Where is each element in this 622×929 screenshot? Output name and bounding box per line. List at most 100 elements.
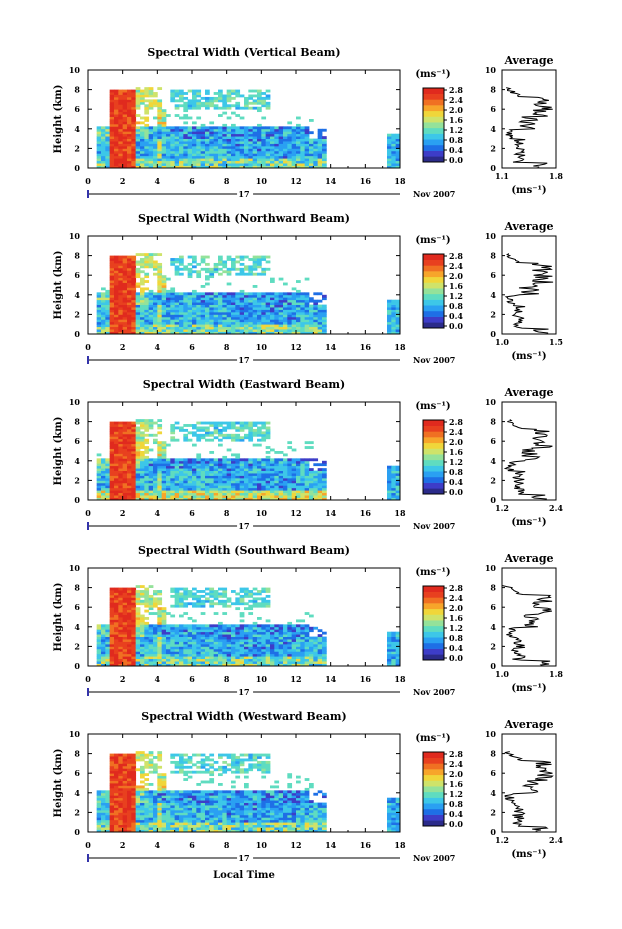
heatmap-cell <box>304 311 310 315</box>
heatmap-cell <box>395 311 401 315</box>
heatmap-cell <box>161 326 167 330</box>
heatmap-cell <box>174 641 180 645</box>
heatmap-cell <box>291 482 297 486</box>
heatmap-cell <box>140 477 145 481</box>
heatmap-cell <box>122 104 128 108</box>
heatmap-cell <box>109 153 115 157</box>
heatmap-cell <box>274 297 280 301</box>
heatmap-cell <box>222 485 228 489</box>
heatmap-cell <box>244 492 249 496</box>
heatmap-cell <box>200 634 206 637</box>
heatmap-cell <box>261 143 267 147</box>
heatmap-cell <box>235 651 241 655</box>
heatmap-cell <box>317 158 323 162</box>
heatmap-cell <box>287 153 293 157</box>
heatmap-cell <box>196 636 202 640</box>
heatmap-cell <box>131 619 137 623</box>
heatmap-cell <box>261 463 267 467</box>
heatmap-cell <box>131 487 137 491</box>
heatmap-cell <box>248 304 254 308</box>
heatmap-cell <box>278 458 284 462</box>
heatmap-cell <box>118 304 124 308</box>
heatmap-cell <box>261 433 267 437</box>
heatmap-cell <box>153 495 158 498</box>
y-tick-label: 0 <box>74 495 80 505</box>
heatmap-cell <box>127 262 132 266</box>
heatmap-cell <box>283 302 288 305</box>
heatmap-cell <box>261 651 267 655</box>
heatmap-cell <box>135 428 141 432</box>
heatmap-cell <box>313 165 319 169</box>
heatmap-cell <box>278 460 284 464</box>
heatmap-cell <box>218 460 223 464</box>
heatmap-cell <box>101 326 106 330</box>
heatmap-cell <box>209 326 215 330</box>
heatmap-cell <box>252 475 258 479</box>
heatmap-cell <box>213 626 219 630</box>
heatmap-cell <box>179 594 184 598</box>
heatmap-cell <box>265 160 271 164</box>
heatmap-cell <box>166 114 171 117</box>
heatmap-cell <box>257 272 262 276</box>
heatmap-cell <box>140 321 145 325</box>
heatmap-cell <box>309 326 314 330</box>
heatmap-cell <box>287 316 293 320</box>
heatmap-cell <box>114 646 119 650</box>
heatmap-cell <box>248 463 254 467</box>
heatmap-cell <box>387 307 392 310</box>
heatmap-cell <box>235 133 241 137</box>
heatmap-cell <box>101 287 106 291</box>
heatmap-cell <box>192 163 197 166</box>
heatmap-cell <box>96 661 102 664</box>
heatmap-cell <box>218 316 223 320</box>
heatmap-cell <box>205 267 210 271</box>
heatmap-cell <box>226 282 232 286</box>
heatmap-cell <box>109 614 115 618</box>
heatmap-cell <box>192 490 197 494</box>
heatmap-cell <box>109 643 115 647</box>
heatmap-cell <box>257 294 262 298</box>
heatmap-cell <box>257 158 262 162</box>
heatmap-cell <box>127 311 132 315</box>
heatmap-cell <box>187 141 193 144</box>
heatmap-cell <box>109 114 115 117</box>
heatmap-cell <box>239 145 245 149</box>
x-tick-label: 6 <box>189 176 195 186</box>
heatmap-cell <box>187 482 193 486</box>
heatmap-cell <box>196 331 202 335</box>
heatmap-cell <box>174 136 180 139</box>
heatmap-cell <box>226 663 232 667</box>
heatmap-cell <box>148 150 154 154</box>
heatmap-cell <box>222 480 228 484</box>
heatmap-cell <box>114 289 119 293</box>
heatmap-cell <box>322 294 327 298</box>
heatmap-cell <box>196 165 202 169</box>
heatmap-cell <box>131 624 137 628</box>
heatmap-cell <box>200 294 206 298</box>
heatmap-cell <box>252 133 258 137</box>
heatmap-cell <box>231 89 236 93</box>
average-title: Average <box>503 220 553 233</box>
heatmap-cell <box>101 624 106 628</box>
heatmap-cell <box>309 477 314 481</box>
heatmap-cell <box>213 126 219 130</box>
heatmap-cell <box>157 424 163 427</box>
heatmap-cell <box>296 160 301 164</box>
heatmap-cell <box>278 477 284 481</box>
heatmap-cell <box>244 653 249 657</box>
heatmap-cell <box>170 465 176 469</box>
heatmap-cell <box>274 485 280 489</box>
heatmap-cell <box>148 160 154 164</box>
heatmap-cell <box>300 126 306 130</box>
heatmap-cell <box>118 441 124 445</box>
heatmap-cell <box>239 153 245 157</box>
heatmap-cell <box>309 307 314 310</box>
heatmap-cell <box>148 299 154 303</box>
heatmap-cell <box>231 133 236 137</box>
heatmap-cell <box>205 485 210 489</box>
heatmap-cell <box>244 141 249 144</box>
heatmap-cell <box>122 639 128 642</box>
heatmap-cell <box>257 463 262 467</box>
heatmap-cell <box>183 326 189 330</box>
